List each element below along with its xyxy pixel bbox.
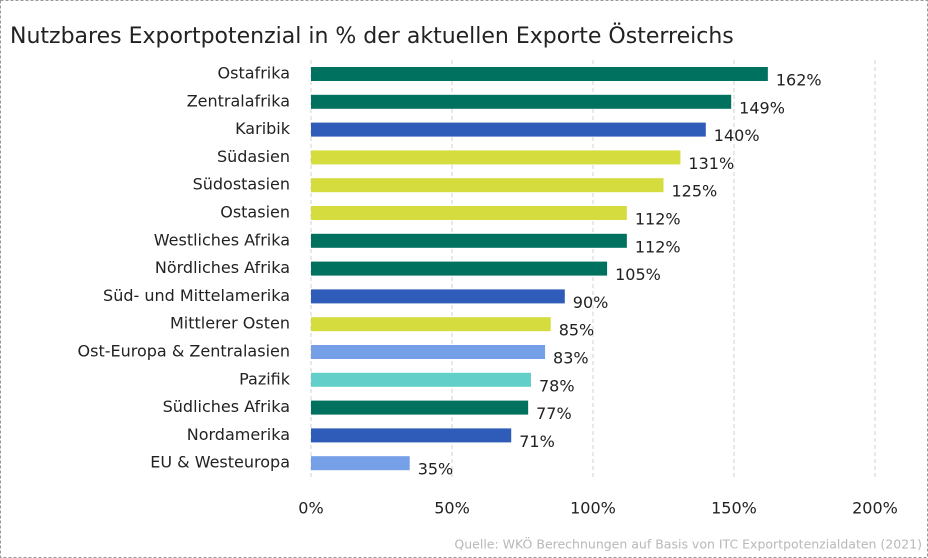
bar: [311, 94, 732, 109]
bar: [311, 372, 531, 387]
y-tick-label: Mittlerer Osten: [170, 314, 290, 333]
bar: [311, 122, 706, 137]
y-tick-label: Ostafrika: [218, 64, 290, 83]
x-tick-label: 0%: [298, 499, 323, 518]
y-tick-label: Süd- und Mittelamerika: [103, 286, 290, 305]
bar: [311, 67, 768, 81]
x-tick-label: 100%: [570, 499, 616, 518]
y-tick-label: Südostasien: [193, 175, 290, 194]
bar: [311, 317, 551, 332]
bar: [311, 178, 664, 193]
y-tick-label: Nördliches Afrika: [155, 258, 290, 277]
value-label: 83%: [553, 349, 589, 368]
bar: [311, 150, 681, 165]
y-tick-label: Südasien: [217, 147, 290, 166]
value-label: 78%: [539, 376, 575, 395]
value-label: 125%: [672, 182, 718, 201]
bar: [311, 233, 627, 248]
bar: [311, 456, 410, 471]
value-label: 71%: [519, 432, 555, 451]
bar: [311, 289, 565, 304]
value-label: 112%: [635, 237, 681, 256]
bar: [311, 261, 608, 276]
y-tick-label: Pazifik: [239, 369, 291, 388]
y-tick-label: Zentralafrika: [187, 91, 290, 110]
bar: [311, 428, 512, 443]
y-tick-label: Westliches Afrika: [154, 230, 290, 249]
value-label: 140%: [714, 126, 760, 145]
value-label: 35%: [418, 460, 454, 479]
bar: [311, 345, 546, 359]
value-label: 85%: [559, 321, 595, 340]
y-tick-label: Karibik: [235, 119, 291, 138]
y-tick-label: Nordamerika: [187, 425, 290, 444]
chart-title: Nutzbares Exportpotenzial in % der aktue…: [10, 23, 734, 49]
value-label: 131%: [688, 154, 734, 173]
bar: [311, 400, 529, 415]
y-tick-label: EU & Westeuropa: [150, 453, 290, 472]
y-tick-label: Ost-Europa & Zentralasien: [78, 342, 290, 361]
x-tick-label: 200%: [852, 499, 898, 518]
value-label: 105%: [615, 265, 661, 284]
value-label: 162%: [776, 71, 822, 90]
x-tick-label: 150%: [711, 499, 757, 518]
value-label: 149%: [739, 98, 785, 117]
bar: [311, 206, 627, 220]
y-tick-label: Südliches Afrika: [163, 397, 290, 416]
value-label: 90%: [573, 293, 609, 312]
y-tick-label: Ostasien: [220, 203, 290, 222]
value-label: 77%: [536, 404, 572, 423]
x-tick-label: 50%: [434, 499, 470, 518]
value-label: 112%: [635, 210, 681, 229]
source: Quelle: WKÖ Berechnungen auf Basis von I…: [454, 536, 922, 552]
